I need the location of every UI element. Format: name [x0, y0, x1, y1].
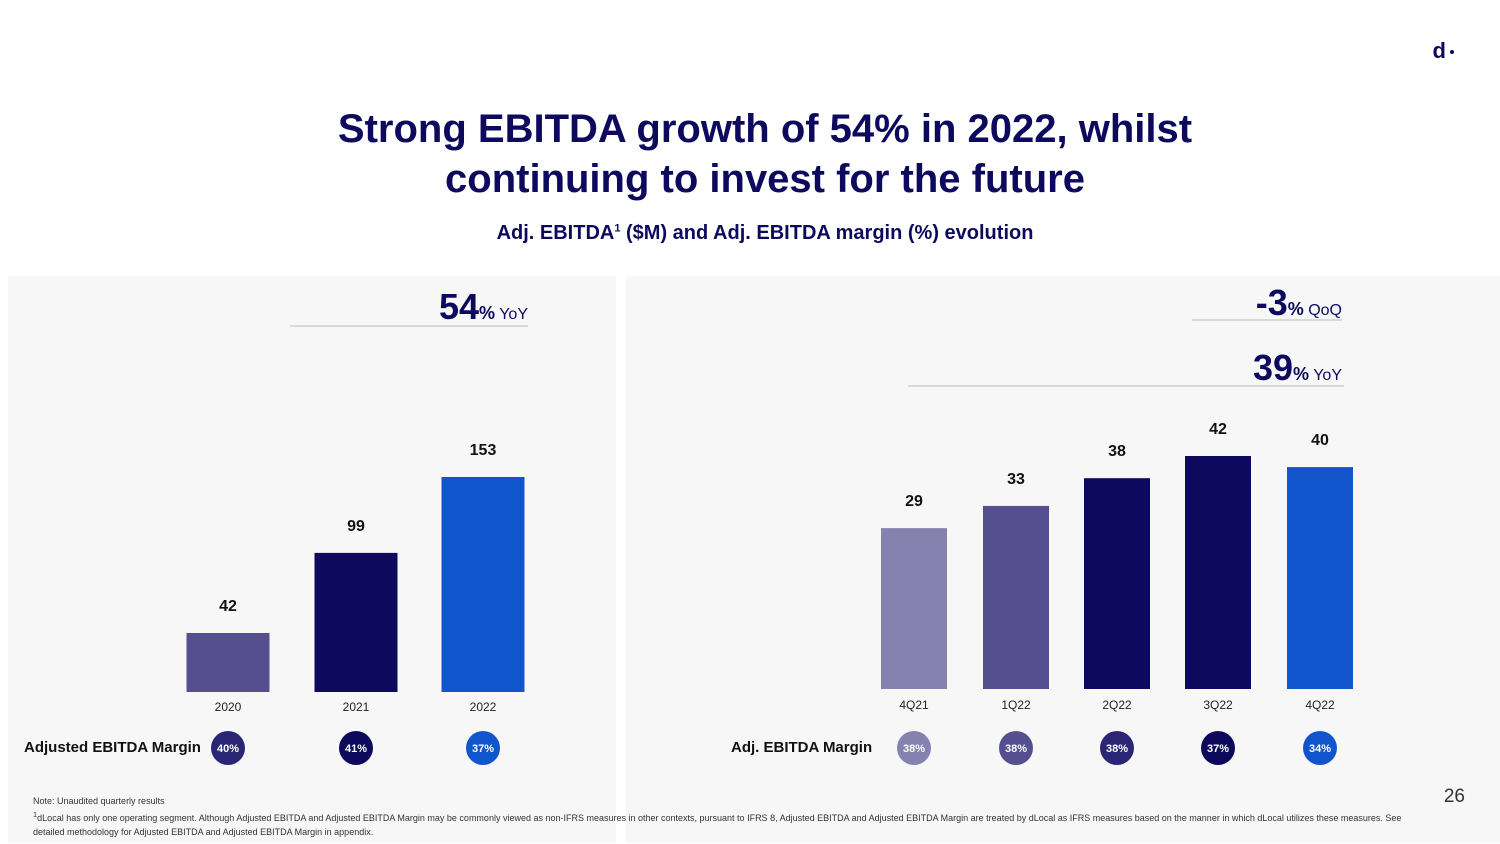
quarterly-category-label: 3Q22 — [1203, 698, 1233, 712]
quarterly-category-label: 4Q22 — [1305, 698, 1335, 712]
quarterly-bar-3Q22 — [1185, 456, 1251, 689]
quarterly-bar-4Q21 — [881, 528, 947, 689]
quarterly-margin-value: 34% — [1309, 743, 1331, 755]
quarterly-bar-4Q22 — [1287, 467, 1353, 689]
annual-margin-badge — [466, 731, 500, 765]
title-line-2: continuing to invest for the future — [445, 157, 1085, 201]
page-title: Strong EBITDA growth of 54% in 2022, whi… — [250, 104, 1280, 204]
quarterly-margin-badge — [1303, 731, 1337, 765]
page-number: 26 — [1443, 786, 1465, 807]
annual-margin-badge — [211, 731, 245, 765]
annual-bar-2020 — [186, 632, 270, 692]
annual-category-label: 2020 — [215, 700, 242, 714]
quarterly-chart-panel — [626, 276, 1500, 843]
title-line-1: Strong EBITDA growth of 54% in 2022, whi… — [337, 107, 1193, 151]
quarterly-data-label: 38 — [1108, 443, 1126, 460]
quarterly-category-label: 4Q21 — [899, 698, 929, 712]
footnote-text: 1dLocal has only one operating segment. … — [33, 810, 1402, 837]
annual-data-label: 153 — [470, 442, 497, 459]
quarterly-yoy-bracket — [908, 385, 1344, 387]
quarterly-qoq-bracket — [1192, 319, 1342, 321]
annual-margin-value: 40% — [217, 743, 239, 755]
quarterly-margin-badge — [999, 731, 1033, 765]
quarterly-margin-badge — [897, 731, 931, 765]
annual-growth-bracket — [290, 325, 528, 327]
annual-category-label: 2022 — [470, 700, 497, 714]
chart-subtitle: Adj. EBITDA1 ($M) and Adj. EBITDA margin… — [496, 222, 1034, 244]
quarterly-margin-badge — [1100, 731, 1134, 765]
annual-margin-value: 41% — [345, 743, 367, 755]
quarterly-margin-badge — [1201, 731, 1235, 765]
annual-category-label: 2021 — [343, 700, 370, 714]
quarterly-margin-value: 37% — [1207, 743, 1229, 755]
quarterly-bar-1Q22 — [983, 505, 1049, 689]
quarterly-qoq-growth: -3% QoQ — [1255, 282, 1342, 323]
annual-yoy-growth: 54% YoY — [439, 286, 528, 327]
quarterly-category-label: 2Q22 — [1102, 698, 1132, 712]
quarterly-data-label: 29 — [905, 493, 923, 510]
dlocal-logo: d — [1433, 38, 1454, 64]
quarterly-margin-value: 38% — [903, 743, 925, 755]
annual-data-label: 42 — [219, 598, 237, 615]
annual-margin-value: 37% — [472, 743, 494, 755]
annual-data-label: 99 — [347, 518, 365, 535]
quarterly-bar-2Q22 — [1084, 478, 1150, 689]
quarterly-data-label: 40 — [1311, 432, 1329, 449]
quarterly-margin-value: 38% — [1005, 743, 1027, 755]
quarterly-data-label: 33 — [1007, 471, 1025, 488]
quarterly-data-label: 42 — [1209, 421, 1227, 438]
annual-margin-label: Adjusted EBITDA Margin — [24, 739, 201, 756]
annual-margin-badge — [339, 731, 373, 765]
quarterly-margin-value: 38% — [1106, 743, 1128, 755]
annual-bar-2021 — [314, 552, 398, 692]
footnote-note: Note: Unaudited quarterly results — [33, 796, 165, 806]
annual-bar-2022 — [441, 477, 525, 692]
quarterly-margin-label: Adj. EBITDA Margin — [731, 739, 873, 756]
footnote: Note: Unaudited quarterly results 1dLoca… — [33, 794, 1413, 839]
quarterly-yoy-growth: 39% YoY — [1253, 347, 1342, 388]
quarterly-category-label: 1Q22 — [1001, 698, 1031, 712]
